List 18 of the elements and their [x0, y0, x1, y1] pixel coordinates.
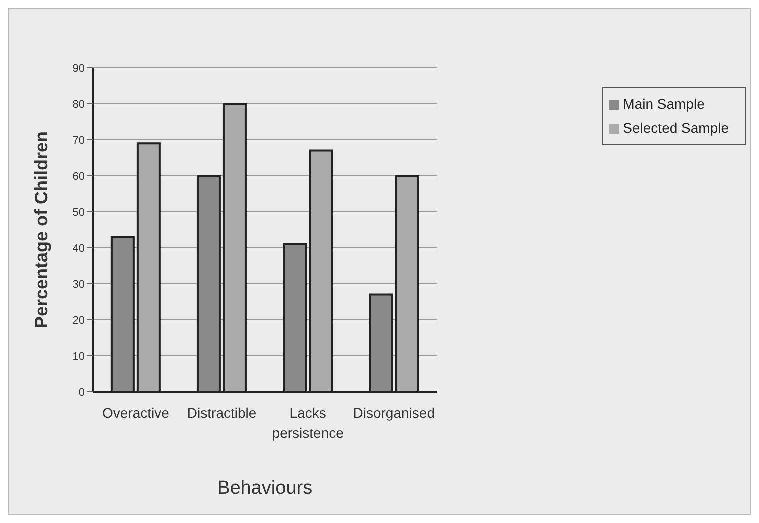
y-tick-label: 80 [72, 98, 85, 111]
y-tick-label: 40 [72, 242, 85, 255]
x-tick-label: Disorganised [353, 405, 435, 421]
legend-label: Main Sample [623, 96, 705, 112]
x-tick-label: Distractible [187, 405, 257, 421]
y-tick-label: 0 [78, 386, 85, 399]
y-tick-label: 30 [72, 278, 85, 291]
legend-label: Selected Sample [623, 120, 729, 136]
y-tick-label: 70 [72, 134, 85, 147]
y-tick-label: 50 [72, 206, 85, 219]
y-tick-label: 20 [72, 314, 85, 327]
y-tick-label: 10 [72, 350, 85, 363]
y-tick-label: 60 [72, 170, 85, 183]
y-axis-title: Percentage of Children [31, 131, 52, 329]
x-axis-title: Behaviours [218, 478, 313, 499]
x-tick-label: Overactive [102, 405, 170, 421]
y-tick-label: 90 [72, 62, 85, 75]
x-tick-label: Lacks persistence [272, 405, 344, 441]
